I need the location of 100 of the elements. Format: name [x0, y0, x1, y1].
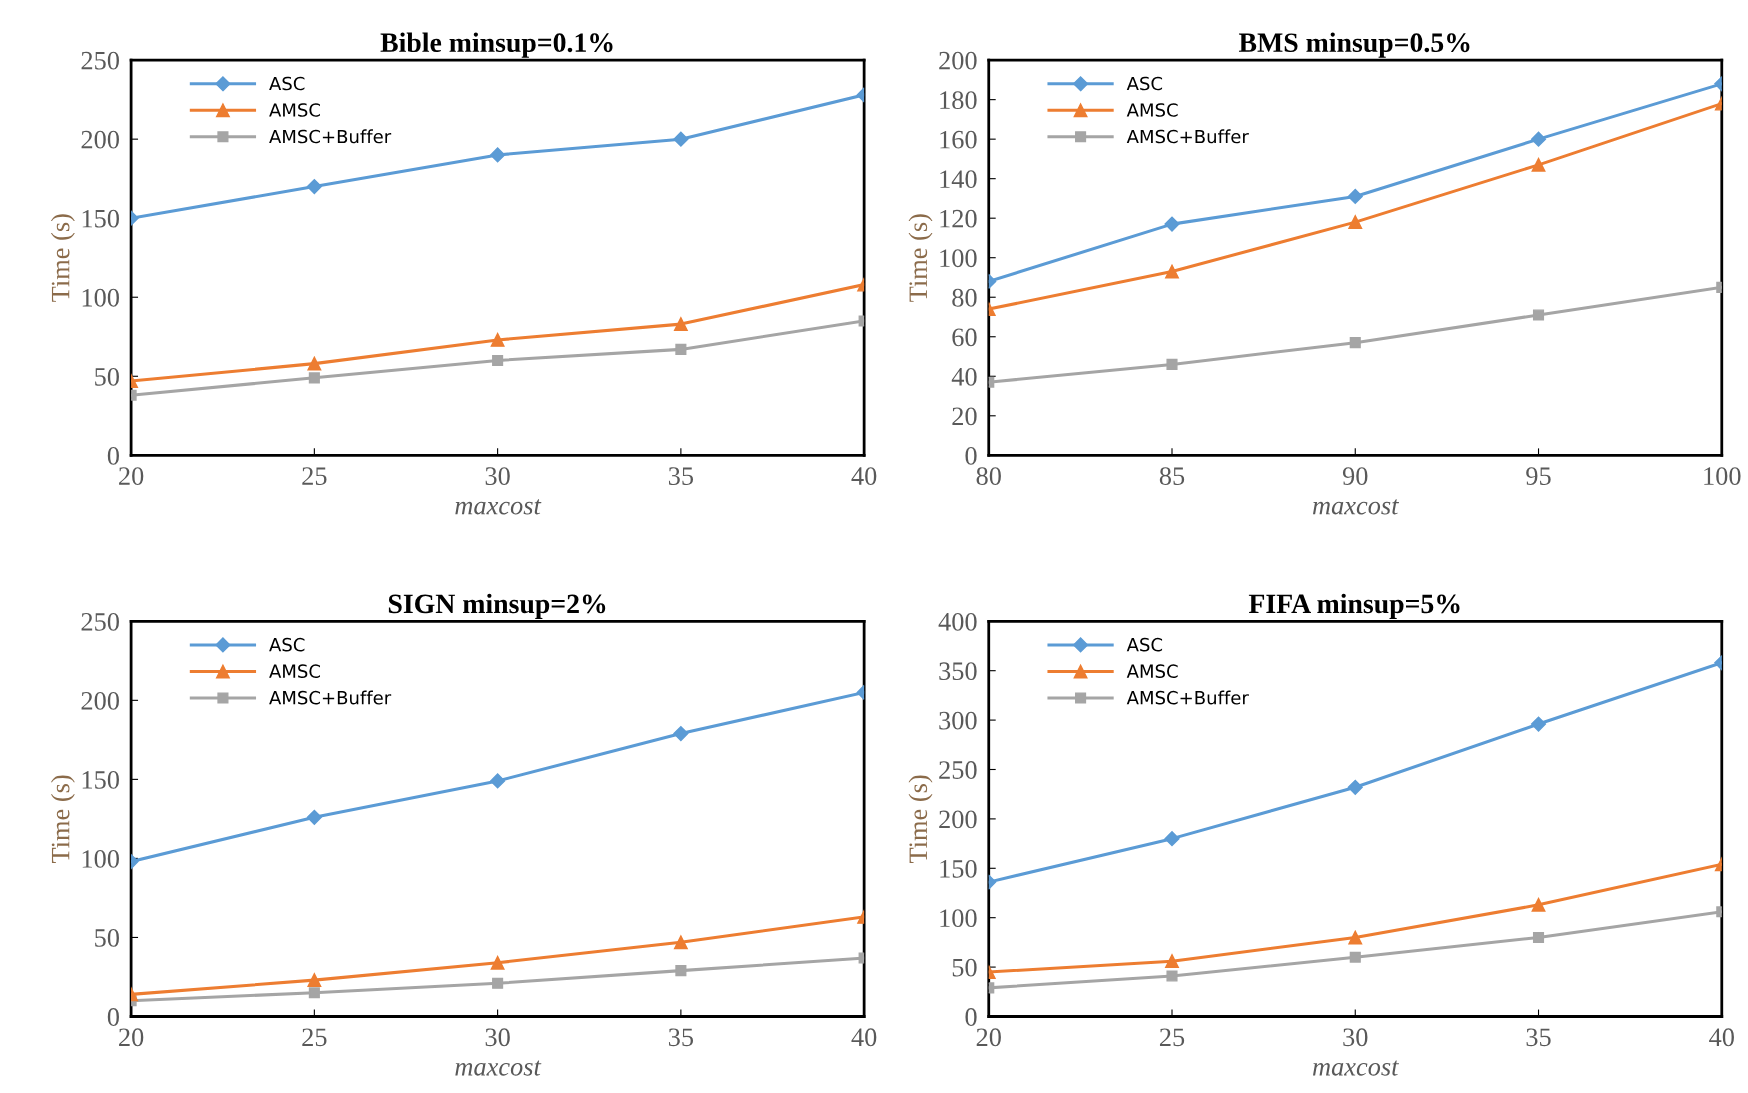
x-tick-label: 85: [1159, 467, 1185, 485]
x-axis-title: maxcost: [455, 499, 542, 515]
point: [1164, 831, 1180, 847]
x-tick-label: 40: [851, 467, 877, 485]
legend-label: ASC: [269, 637, 305, 652]
x-tick-label: 25: [302, 467, 327, 485]
y-tick-label: 300: [939, 711, 977, 730]
y-tick-label: 250: [81, 51, 119, 70]
point: [1531, 157, 1546, 172]
legend-label: AMSC+Buffer: [269, 129, 392, 144]
x-tick-label: 30: [485, 467, 510, 485]
x-tick-label: 40: [851, 1028, 877, 1047]
y-tick-label: 100: [940, 249, 977, 268]
point: [1164, 216, 1180, 232]
point: [1349, 951, 1361, 963]
y-tick-label: 200: [939, 51, 977, 70]
x-tick-label: 30: [1343, 1028, 1368, 1047]
point: [1166, 970, 1178, 982]
point: [1165, 954, 1179, 969]
x-tick-label: 20: [119, 467, 144, 485]
point: [1532, 931, 1545, 944]
y-tick-label: 100: [940, 909, 977, 928]
legend-label: AMSC: [1126, 103, 1178, 117]
point: [307, 356, 322, 371]
y-tick-label: 50: [95, 367, 119, 386]
point: [1349, 337, 1361, 349]
legend-label: ASC: [1126, 76, 1163, 91]
legend-label: AMSC+Buffer: [1126, 690, 1249, 705]
point: [673, 317, 688, 332]
point: [675, 965, 687, 977]
chart-title: Bible minsup=0.1%: [380, 32, 613, 58]
point: [1166, 358, 1178, 370]
chart-title: FIFA minsup=5%: [1248, 593, 1460, 619]
y-tick-label: 0: [107, 1008, 119, 1026]
point: [492, 977, 504, 989]
y-tick-label: 200: [81, 130, 119, 149]
y-tick-label: 180: [940, 91, 977, 110]
y-tick-label: 40: [951, 367, 977, 386]
x-tick-label: 35: [668, 467, 694, 485]
x-tick-label: 35: [1526, 1028, 1551, 1047]
x-tick-label: 20: [119, 1028, 144, 1047]
y-tick-label: 0: [965, 446, 977, 465]
point: [490, 332, 505, 347]
y-tick-label: 0: [107, 446, 119, 465]
point: [673, 725, 689, 742]
y-axis-title: Time (s): [50, 775, 75, 864]
point: [673, 131, 689, 147]
point: [673, 935, 688, 950]
x-axis-title: maxcost: [1312, 1060, 1400, 1076]
y-tick-label: 20: [952, 407, 977, 426]
y-axis-title: Time (s): [50, 214, 75, 302]
point: [307, 973, 322, 988]
y-tick-label: 200: [939, 810, 977, 829]
point: [490, 147, 506, 163]
point: [1530, 131, 1547, 147]
x-tick-label: 40: [1709, 1028, 1734, 1047]
legend-label: ASC: [269, 76, 305, 91]
point: [492, 354, 504, 367]
x-axis-title: maxcost: [455, 1060, 542, 1076]
point: [1348, 930, 1363, 945]
x-tick-label: 80: [976, 467, 1001, 485]
y-tick-label: 100: [82, 288, 119, 307]
x-axis-title: maxcost: [1312, 499, 1400, 515]
x-tick-label: 25: [1159, 1028, 1185, 1047]
x-tick-label: 30: [485, 1028, 510, 1047]
y-tick-label: 160: [940, 130, 977, 149]
legend-label: AMSC: [1126, 664, 1178, 679]
legend-label: ASC: [1126, 637, 1163, 652]
y-tick-label: 200: [81, 691, 119, 710]
point: [1532, 309, 1545, 321]
y-tick-label: 400: [938, 612, 977, 631]
legend-label: AMSC+Buffer: [1126, 129, 1249, 144]
y-tick-label: 250: [939, 761, 977, 779]
y-axis-title: Time (s): [908, 775, 933, 864]
x-tick-label: 90: [1342, 467, 1368, 485]
x-tick-label: 95: [1526, 467, 1551, 485]
y-tick-label: 150: [82, 770, 119, 789]
y-tick-label: 250: [81, 612, 119, 631]
y-axis-title: Time (s): [908, 214, 933, 302]
y-tick-label: 140: [940, 170, 977, 189]
point: [675, 343, 687, 355]
legend-label: AMSC: [269, 664, 320, 679]
x-tick-label: 25: [302, 1028, 327, 1047]
y-tick-label: 50: [95, 929, 119, 947]
y-tick-label: 0: [965, 1008, 977, 1026]
point: [1347, 188, 1363, 205]
y-tick-label: 120: [940, 209, 977, 228]
point: [1530, 716, 1547, 732]
point: [490, 773, 506, 789]
x-tick-label: 100: [1704, 467, 1741, 485]
y-tick-label: 150: [940, 859, 977, 878]
legend-label: AMSC+Buffer: [269, 690, 392, 705]
y-tick-label: 350: [939, 662, 977, 681]
chart-title: SIGN minsup=2%: [388, 593, 606, 619]
y-tick-label: 50: [952, 958, 977, 977]
y-tick-label: 60: [952, 328, 977, 347]
chart-title: BMS minsup=0.5%: [1238, 32, 1470, 58]
point: [1348, 215, 1363, 230]
point: [490, 955, 505, 970]
point: [1531, 897, 1546, 912]
